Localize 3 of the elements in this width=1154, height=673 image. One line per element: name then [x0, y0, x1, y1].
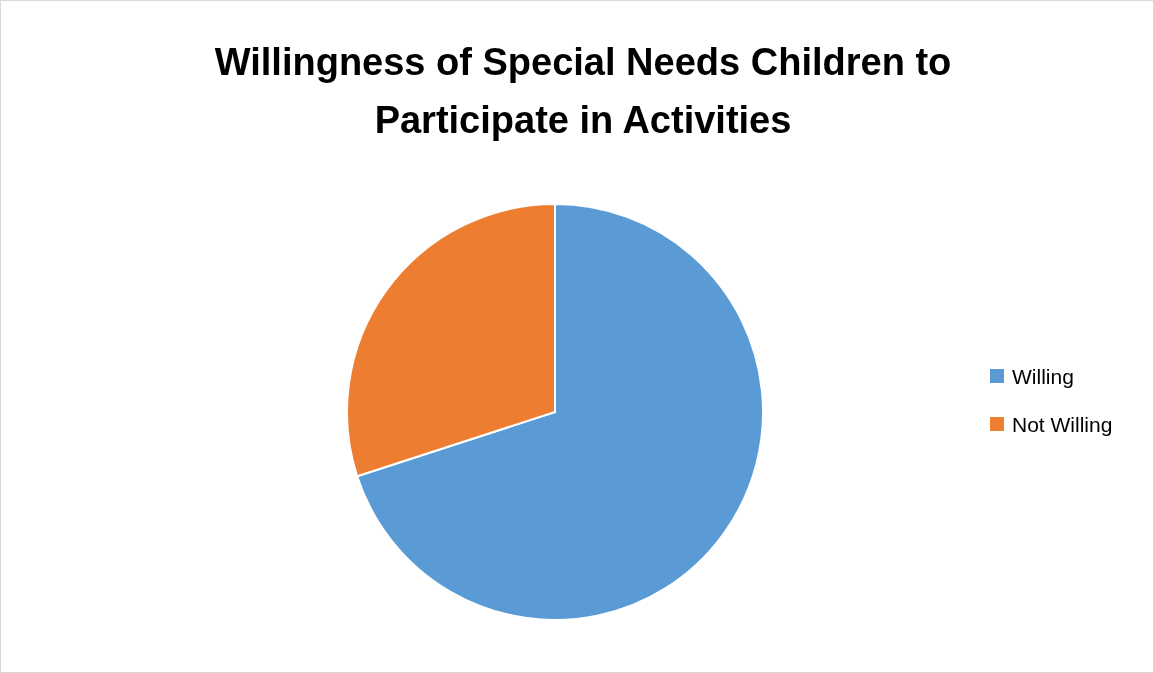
legend-label: Not Willing: [1012, 412, 1113, 436]
chart-title: Willingness of Special Needs Children to Participate in Activities: [214, 41, 952, 141]
legend-label: Willing: [1012, 364, 1074, 388]
